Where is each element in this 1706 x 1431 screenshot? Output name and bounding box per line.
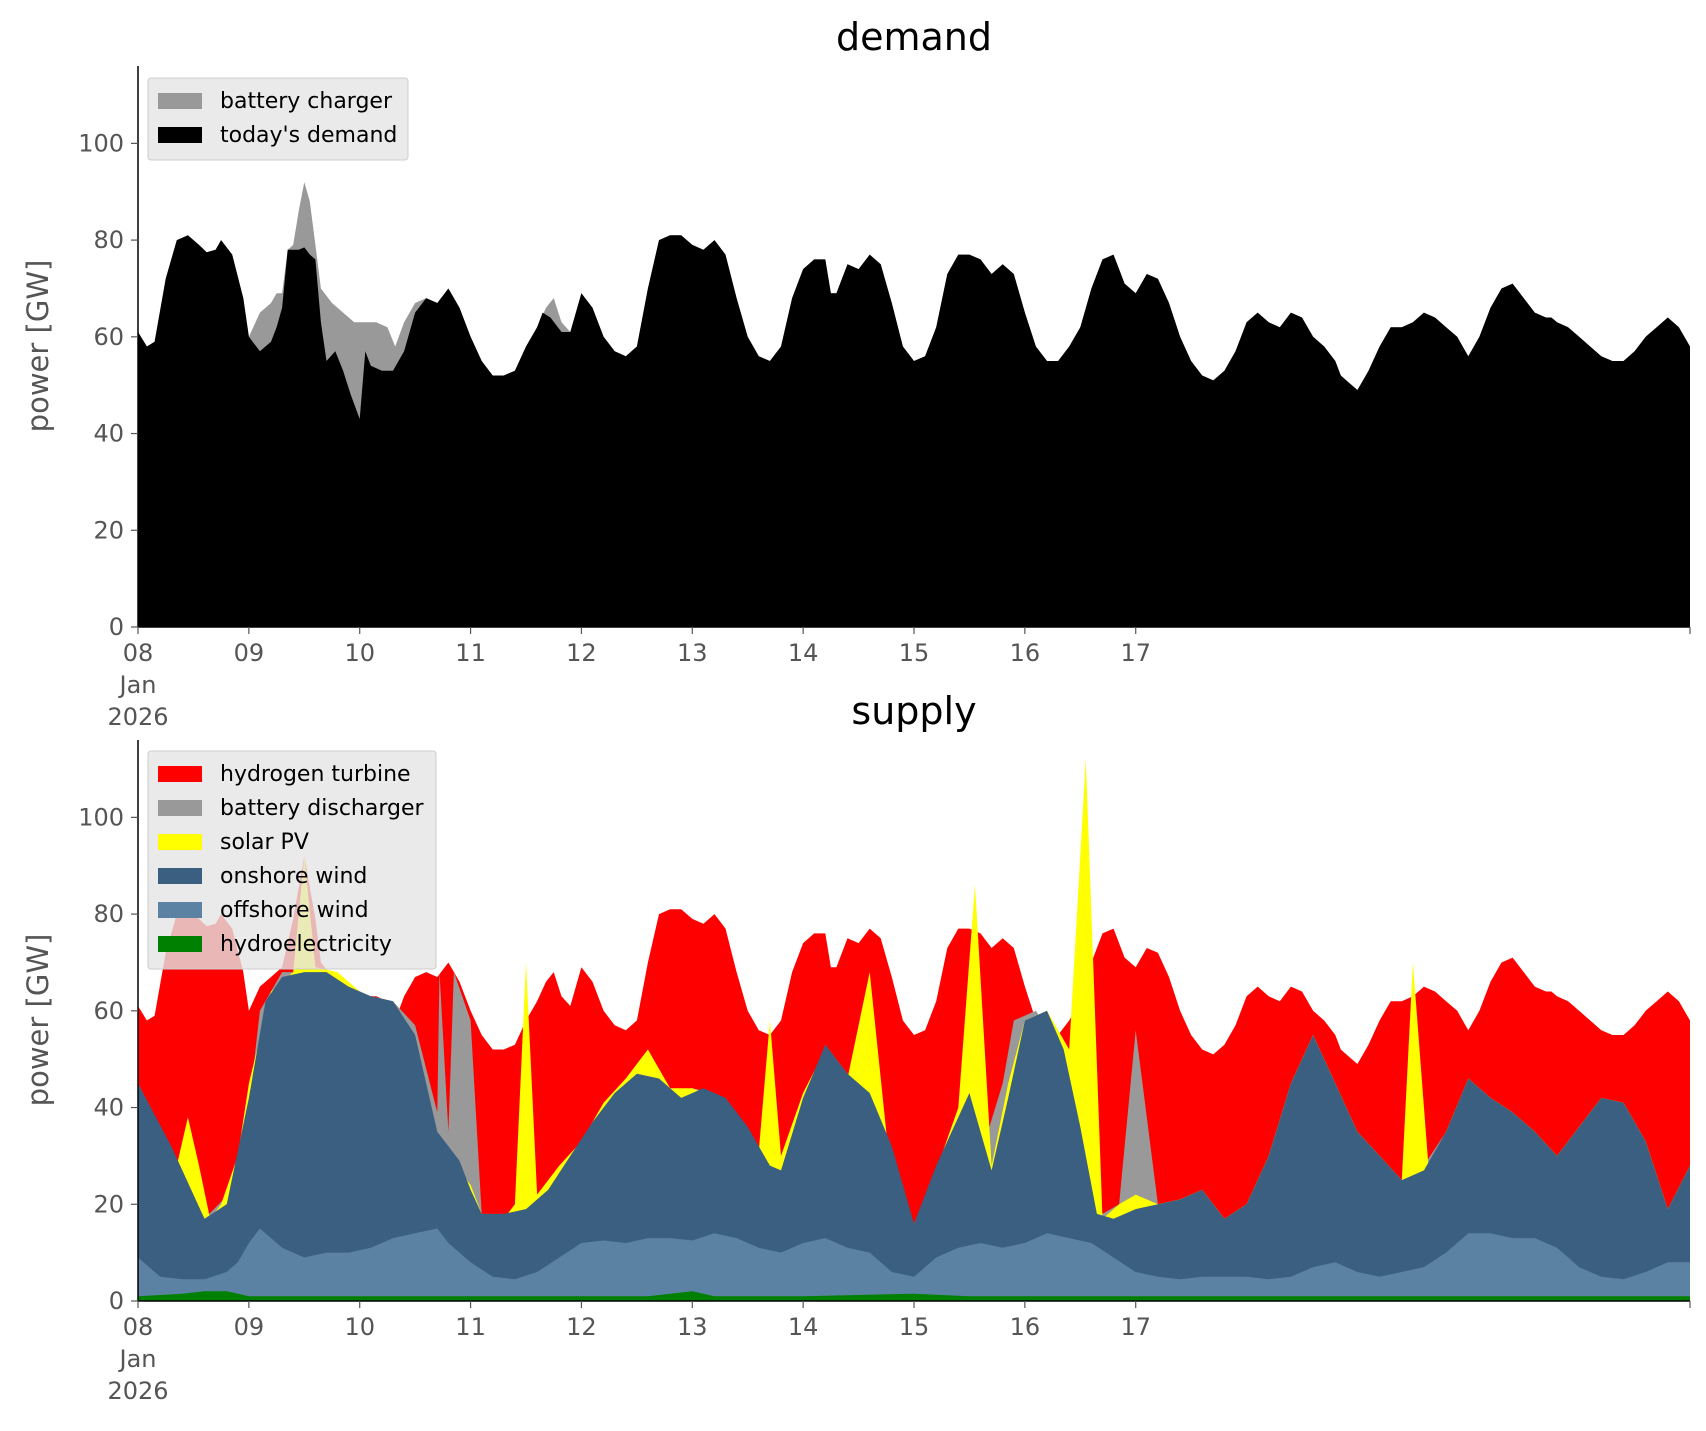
x-tick-label: 11: [455, 639, 486, 667]
legend-swatch-hydroelectricity: [158, 936, 202, 952]
legend-swatch-offshore-wind: [158, 902, 202, 918]
y-tick-label: 40: [93, 1094, 124, 1122]
x-tick-label: 12: [566, 1313, 597, 1341]
x-tick-label: 09: [234, 639, 265, 667]
x-tick-label: 09: [234, 1313, 265, 1341]
y-tick-label: 20: [93, 516, 124, 544]
legend-box: [147, 750, 437, 970]
x-tick-label: 10: [344, 1313, 375, 1341]
legend-swatch-hydrogen-turbine: [158, 766, 202, 782]
chart-title: supply: [851, 689, 976, 733]
y-tick-label: 80: [93, 226, 124, 254]
x-tick-label: 15: [899, 639, 930, 667]
x-tick-label: 15: [899, 1313, 930, 1341]
legend-label-battery-charger: battery charger: [220, 89, 393, 114]
legend-swatch-onshore-wind: [158, 868, 202, 884]
legend-swatch-solar-pv: [158, 834, 202, 850]
x-tick-label: 16: [1010, 639, 1041, 667]
x-tick-sublabel: 2026: [107, 1377, 168, 1405]
x-tick-label: 10: [344, 639, 375, 667]
x-tick-label: 13: [677, 1313, 708, 1341]
legend-label-offshore-wind: offshore wind: [220, 898, 369, 923]
y-tick-label: 100: [78, 803, 124, 831]
area-today-s-demand: [138, 235, 1690, 628]
legend: battery charger today's demand: [147, 77, 409, 161]
x-tick-label: 12: [566, 639, 597, 667]
x-tick-sublabel: Jan: [118, 1345, 157, 1373]
y-tick-label: 60: [93, 323, 124, 351]
y-tick-label: 20: [93, 1190, 124, 1218]
legend: hydrogen turbine battery discharger solar …: [147, 750, 437, 970]
x-tick-label: 13: [677, 639, 708, 667]
x-tick-label: 17: [1120, 1313, 1151, 1341]
x-tick-sublabel: 2026: [107, 703, 168, 731]
legend-box: [147, 77, 409, 161]
y-tick-label: 100: [78, 129, 124, 157]
area-offshore-wind: [138, 1228, 1690, 1301]
x-tick-label: 14: [788, 639, 819, 667]
legend-label-hydrogen-turbine: hydrogen turbine: [220, 762, 411, 787]
area-onshore-wind: [138, 972, 1690, 1301]
x-tick-label: 08: [123, 639, 154, 667]
legend-label-hydroelectricity: hydroelectricity: [220, 932, 392, 957]
legend-label-battery-discharger: battery discharger: [220, 796, 425, 821]
legend-swatch-battery-discharger: [158, 800, 202, 816]
x-tick-label: 14: [788, 1313, 819, 1341]
legend-swatch-today-s-demand: [158, 127, 202, 143]
chart-title: demand: [836, 15, 992, 59]
demand-panel: demand power [GW] 0 20 40 60 80 100 08 Jan 2026 09 1…: [21, 15, 1691, 731]
x-tick-label: 16: [1010, 1313, 1041, 1341]
legend-label-onshore-wind: onshore wind: [220, 864, 367, 889]
y-tick-label: 0: [109, 1287, 124, 1315]
y-tick-label: 40: [93, 420, 124, 448]
y-axis-label: power [GW]: [21, 934, 55, 1107]
y-tick-label: 0: [109, 613, 124, 641]
legend-label-today-s-demand: today's demand: [220, 123, 397, 148]
x-tick-sublabel: Jan: [118, 671, 157, 699]
x-tick-label: 08: [123, 1313, 154, 1341]
y-tick-label: 60: [93, 997, 124, 1025]
supply-panel: supply power [GW] 0 20 40 60 80 100 08 Jan 2026 09 1…: [21, 689, 1691, 1405]
x-tick-label: 11: [455, 1313, 486, 1341]
legend-swatch-battery-charger: [158, 93, 202, 109]
x-tick-label: 17: [1120, 639, 1151, 667]
legend-label-solar-pv: solar PV: [220, 830, 309, 855]
area-hydroelectricity: [138, 1291, 1690, 1301]
y-axis-label: power [GW]: [21, 260, 55, 433]
y-tick-label: 80: [93, 900, 124, 928]
